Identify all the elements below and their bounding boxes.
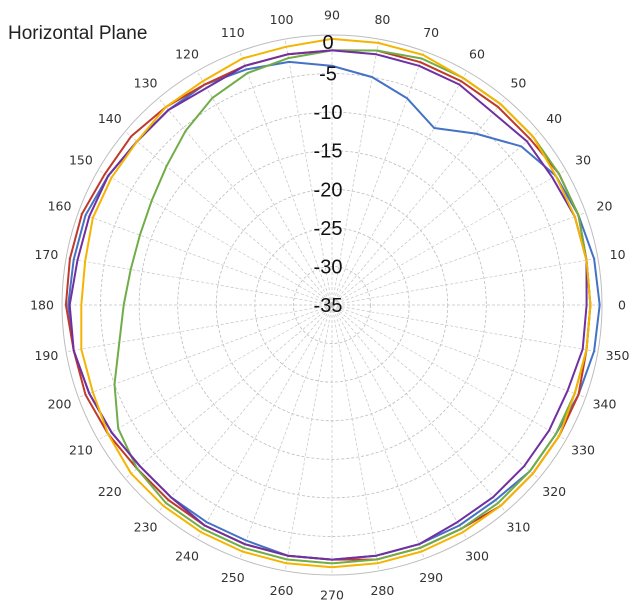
angle-tick-label: 110 — [221, 25, 245, 40]
chart-title: Horizontal Plane — [8, 23, 147, 44]
radial-tick-label: -35 — [314, 295, 343, 317]
angle-tick-label: 180 — [30, 298, 54, 313]
angle-tick-label: 340 — [593, 397, 617, 412]
grid-spoke — [331, 257, 598, 306]
grid-spoke — [239, 51, 333, 306]
angle-tick-label: 140 — [98, 111, 122, 126]
grid-spoke — [331, 304, 468, 540]
angle-tick-label: 260 — [270, 583, 294, 598]
grid-spoke — [331, 131, 540, 306]
angle-labels: 0 10 20 30 40 50 60 70 80 90 100 110 120 130 140 150 160… — [30, 8, 630, 603]
grid-spoke — [331, 51, 425, 306]
angle-tick-label: 10 — [610, 247, 626, 262]
series-line-4 — [68, 49, 588, 561]
angle-tick-label: 160 — [48, 198, 72, 213]
radial-tick-label: -25 — [314, 218, 343, 240]
grid-spoke — [196, 304, 333, 540]
angle-tick-label: 290 — [419, 570, 443, 585]
radial-tick-label: 0 — [322, 32, 333, 54]
series-layer — [64, 37, 601, 569]
angle-tick-label: 90 — [324, 8, 340, 23]
grid-spoke — [331, 169, 567, 306]
angle-tick-label: 220 — [98, 484, 122, 499]
angle-tick-label: 50 — [510, 75, 526, 90]
grid-spoke — [284, 304, 333, 571]
grid-spoke — [239, 304, 333, 559]
polar-grid — [61, 34, 603, 576]
radial-tick-label: -5 — [319, 64, 337, 86]
grid-spoke — [196, 70, 333, 306]
grid-spoke — [331, 304, 567, 441]
angle-tick-label: 60 — [469, 46, 485, 61]
grid-spoke — [331, 304, 598, 353]
angle-tick-label: 190 — [34, 348, 58, 363]
angle-tick-label: 240 — [175, 549, 199, 564]
radial-tick-label: -30 — [314, 256, 343, 278]
angle-tick-label: 0 — [618, 298, 626, 313]
series-line-1 — [67, 60, 601, 561]
grid-spoke — [331, 304, 540, 479]
grid-spoke — [331, 304, 380, 571]
grid-spoke — [158, 97, 333, 306]
angle-tick-label: 20 — [597, 198, 613, 213]
angle-tick-label: 310 — [506, 520, 530, 535]
grid-spoke — [331, 304, 425, 559]
grid-spoke — [124, 304, 333, 479]
grid-spoke — [97, 169, 333, 306]
angle-tick-label: 230 — [134, 520, 158, 535]
grid-spoke — [331, 39, 380, 306]
angle-tick-label: 350 — [606, 348, 630, 363]
grid-spoke — [66, 257, 333, 306]
grid-spoke — [158, 304, 333, 513]
radial-labels: 0 -5 -10 -15 -20 -25 -30 -35 — [314, 32, 343, 317]
grid-spoke — [78, 304, 333, 398]
angle-tick-label: 200 — [48, 397, 72, 412]
angle-tick-label: 320 — [542, 484, 566, 499]
angle-tick-label: 150 — [69, 153, 93, 168]
radial-tick-label: -15 — [314, 141, 343, 163]
grid-spoke — [331, 304, 586, 398]
grid-spoke — [331, 70, 468, 306]
grid-spoke — [124, 131, 333, 306]
grid-spoke — [284, 39, 333, 306]
angle-tick-label: 210 — [69, 443, 93, 458]
angle-tick-label: 270 — [320, 588, 344, 603]
angle-tick-label: 70 — [423, 25, 439, 40]
radial-tick-label: -10 — [314, 102, 343, 124]
angle-tick-label: 250 — [221, 570, 245, 585]
grid-circle — [293, 266, 371, 344]
angle-tick-label: 130 — [134, 75, 158, 90]
radial-tick-label: -20 — [314, 179, 343, 201]
grid-circle — [177, 150, 487, 460]
grid-spoke — [97, 304, 333, 441]
grid-circle — [61, 34, 603, 576]
grid-spoke — [78, 212, 333, 306]
angle-tick-label: 120 — [175, 46, 199, 61]
grid-spoke — [66, 304, 333, 353]
angle-tick-label: 170 — [34, 247, 58, 262]
angle-tick-label: 100 — [270, 12, 294, 27]
angle-tick-label: 40 — [546, 111, 562, 126]
angle-tick-label: 30 — [575, 153, 591, 168]
grid-spoke — [331, 97, 506, 306]
angle-tick-label: 300 — [465, 549, 489, 564]
angle-tick-label: 80 — [374, 12, 390, 27]
grid-spoke — [331, 304, 506, 513]
angle-tick-label: 280 — [370, 583, 394, 598]
series-line-5 — [80, 37, 592, 569]
angle-tick-label: 330 — [571, 443, 595, 458]
grid-spoke — [331, 212, 586, 306]
